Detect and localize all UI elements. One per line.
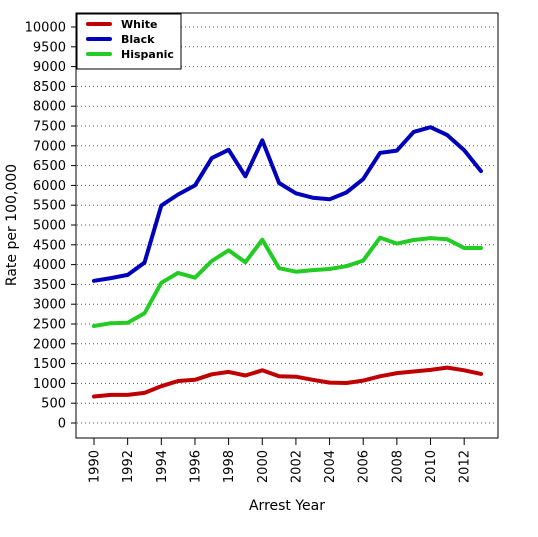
legend-label-white: White <box>121 18 157 31</box>
y-tick-label: 5500 <box>33 199 66 214</box>
y-axis-title: Rate per 100,000 <box>4 164 20 286</box>
y-tick-label: 500 <box>41 397 66 412</box>
legend: White Black Hispanic <box>76 13 182 70</box>
y-tick-label: 8000 <box>33 100 66 115</box>
x-tick-label: 2010 <box>424 450 439 483</box>
grid-lines <box>77 26 497 424</box>
x-tick-label: 2000 <box>256 450 271 483</box>
x-tick-label: 1996 <box>188 450 203 483</box>
x-tick-label: 1992 <box>121 450 136 483</box>
series-line-black <box>92 125 483 283</box>
y-tick-label: 4000 <box>33 258 66 273</box>
legend-box <box>76 13 182 70</box>
y-tick-label: 1000 <box>33 377 66 392</box>
y-tick-label: 6500 <box>33 159 66 174</box>
x-axis-title: Arrest Year <box>249 498 325 514</box>
legend-label-black: Black <box>121 33 155 46</box>
y-tick-label: 2000 <box>33 337 66 352</box>
y-tick-label: 4500 <box>33 238 66 253</box>
y-tick-label: 9500 <box>33 40 66 55</box>
x-tick-label: 2006 <box>357 450 372 483</box>
y-tick-label: 0 <box>58 417 66 432</box>
series-line-hispanic <box>92 235 483 328</box>
x-tick-label: 1994 <box>155 450 170 483</box>
x-tick-label: 2004 <box>323 450 338 483</box>
x-tick-label: 1990 <box>88 450 103 483</box>
y-tick-label: 6000 <box>33 179 66 194</box>
series-lines <box>92 125 483 399</box>
y-tick-label: 3000 <box>33 298 66 313</box>
x-tick-label: 2012 <box>458 450 473 483</box>
y-tick-label: 7000 <box>33 139 66 154</box>
y-tick-label: 1500 <box>33 357 66 372</box>
y-tick-label: 7500 <box>33 120 66 135</box>
series-line-white <box>92 365 483 399</box>
axes: 0 500 1000 1500 2000 2500 3000 3500 4000 4500 5000… <box>25 21 473 484</box>
y-tick-label: 10000 <box>25 21 66 36</box>
y-tick-label: 3500 <box>33 278 66 293</box>
legend-label-hispanic: Hispanic <box>121 48 174 61</box>
y-tick-label: 9000 <box>33 60 66 75</box>
x-tick-label: 2002 <box>289 450 304 483</box>
y-tick-label: 8500 <box>33 80 66 95</box>
x-tick-label: 2008 <box>390 450 405 483</box>
x-tick-label: 1998 <box>222 450 237 483</box>
y-tick-label: 2500 <box>33 318 66 333</box>
y-tick-label: 5000 <box>33 219 66 234</box>
plot-frame <box>75 12 499 439</box>
